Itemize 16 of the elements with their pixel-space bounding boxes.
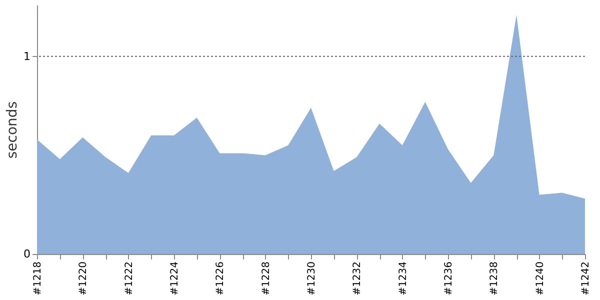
x-tick-label: #1236 bbox=[444, 262, 454, 296]
x-tick-label: #1230 bbox=[306, 262, 318, 296]
x-tick-label: #1238 bbox=[489, 262, 500, 296]
y-tick-label: 0 bbox=[24, 248, 30, 260]
x-tick-label: #1232 bbox=[352, 262, 364, 296]
x-tick-label: #1234 bbox=[398, 262, 409, 296]
x-tick-label: #1220 bbox=[78, 262, 90, 296]
x-tick-label: #1224 bbox=[170, 262, 180, 296]
y-tick-label: 1 bbox=[24, 50, 30, 63]
x-tick-label: #1226 bbox=[215, 262, 226, 296]
x-tick-label: #1242 bbox=[580, 262, 592, 296]
x-tick-label: #1228 bbox=[260, 262, 272, 296]
x-tick-label: #1218 bbox=[32, 262, 44, 296]
x-tick-label: #1222 bbox=[124, 262, 135, 296]
y-axis-title: seconds bbox=[4, 101, 20, 159]
x-tick-label: #1240 bbox=[534, 262, 546, 296]
